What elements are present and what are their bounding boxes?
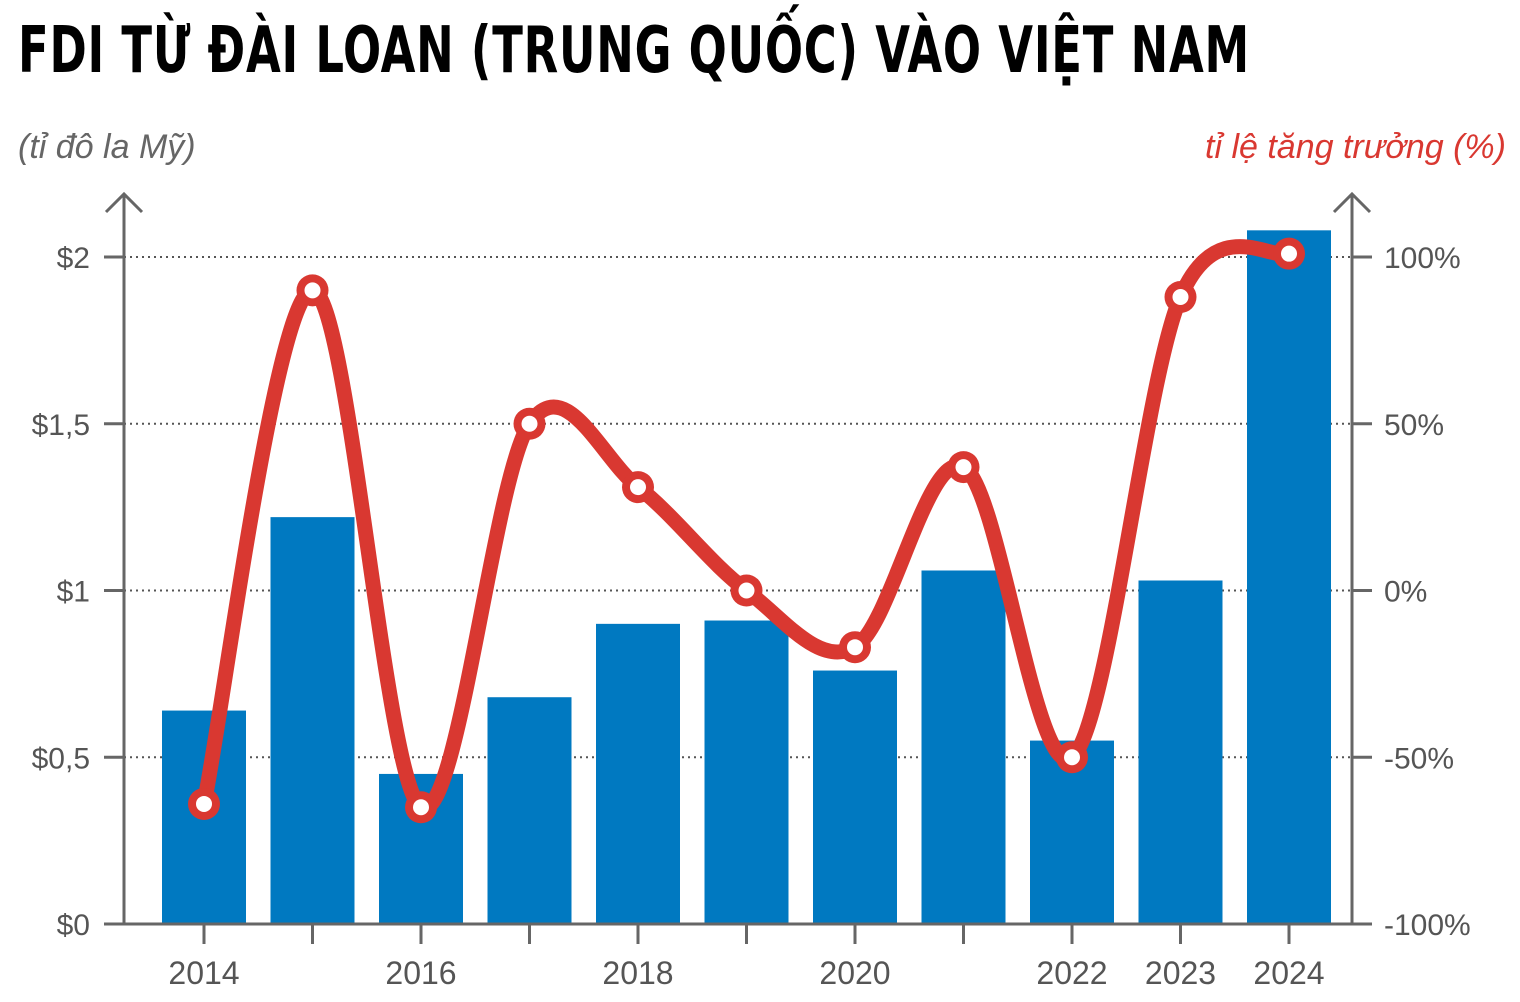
bar-2020: [813, 670, 897, 924]
growth-point-center: [738, 582, 755, 599]
left-axis-label: (tỉ đô la Mỹ): [18, 128, 196, 166]
growth-point-center: [304, 282, 321, 299]
bar-2018: [596, 623, 680, 924]
right-tick-label: 100%: [1384, 242, 1461, 275]
right-axis-label: tỉ lệ tăng trưởng (%): [1205, 128, 1506, 166]
growth-point-center: [413, 799, 429, 816]
growth-point-center: [1281, 245, 1297, 262]
x-tick-label: 2022: [1036, 955, 1107, 991]
bar-2015: [270, 517, 355, 924]
growth-point-center: [630, 479, 646, 496]
chart-title: FDI TỪ ĐÀI LOAN (TRUNG QUỐC) VÀO VIỆT NA…: [18, 14, 1250, 88]
right-tick-label: 50%: [1384, 409, 1444, 442]
left-tick-label: $1,5: [32, 409, 90, 442]
line-series: [188, 237, 1305, 824]
right-tick-label: -100%: [1384, 909, 1471, 942]
growth-point-center: [1172, 289, 1189, 306]
bar-2017: [487, 697, 572, 924]
bar-2019: [704, 620, 789, 924]
bar-series: [162, 230, 1331, 924]
bar-2021: [921, 570, 1006, 924]
x-tick-label: 2014: [168, 955, 239, 991]
growth-point-center: [847, 639, 863, 656]
left-tick-label: $0,5: [32, 742, 90, 775]
right-axis-arrow: [1332, 191, 1372, 214]
x-tick-label: 2016: [385, 955, 456, 991]
growth-point-center: [955, 459, 972, 476]
left-tick-label: $2: [57, 242, 90, 275]
left-axis-arrow: [104, 191, 144, 214]
axes: [104, 191, 1372, 944]
right-tick-label: 0%: [1384, 576, 1427, 609]
x-tick-label: 2018: [602, 955, 673, 991]
x-tick-label: 2023: [1145, 955, 1216, 991]
left-tick-label: $1: [57, 576, 90, 609]
bar-2024: [1247, 230, 1331, 924]
x-tick-label: 2020: [819, 955, 890, 991]
tick-labels: $0 $0,5 $1 $1,5 $2 -100% -50% 0% 50% 100% 2014 2016…: [32, 242, 1471, 991]
growth-point-center: [521, 415, 538, 432]
growth-line: [196, 239, 1297, 816]
growth-point-center: [1064, 749, 1080, 766]
bar-2023: [1138, 580, 1223, 924]
growth-point-center: [196, 795, 212, 812]
x-tick-label: 2024: [1253, 955, 1324, 991]
left-tick-label: $0: [57, 909, 90, 942]
right-tick-label: -50%: [1384, 742, 1454, 775]
